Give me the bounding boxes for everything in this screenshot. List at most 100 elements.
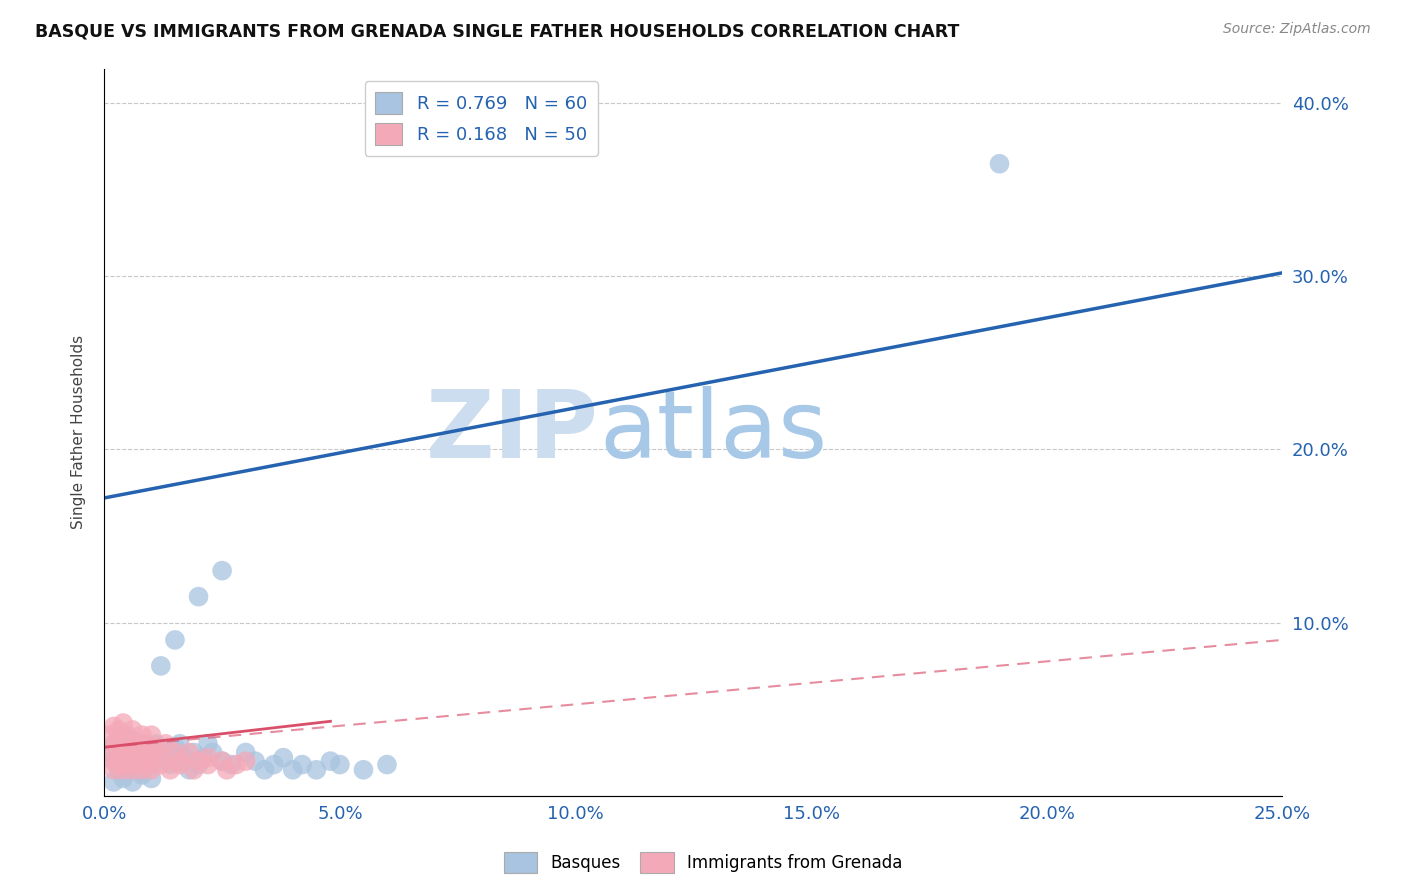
Point bbox=[155, 746, 177, 760]
Point bbox=[135, 750, 157, 764]
Point bbox=[103, 754, 125, 768]
Point bbox=[112, 733, 135, 747]
Point bbox=[305, 763, 328, 777]
Point bbox=[103, 763, 125, 777]
Point bbox=[155, 737, 177, 751]
Point bbox=[319, 754, 342, 768]
Text: Source: ZipAtlas.com: Source: ZipAtlas.com bbox=[1223, 22, 1371, 37]
Point bbox=[197, 737, 219, 751]
Point bbox=[291, 757, 314, 772]
Point bbox=[112, 716, 135, 731]
Point bbox=[215, 763, 238, 777]
Point bbox=[131, 737, 153, 751]
Point bbox=[141, 728, 163, 742]
Point bbox=[329, 757, 352, 772]
Point bbox=[107, 763, 129, 777]
Point bbox=[121, 740, 143, 755]
Point bbox=[117, 754, 139, 768]
Point bbox=[107, 757, 129, 772]
Point bbox=[141, 772, 163, 786]
Point bbox=[141, 746, 163, 760]
Legend: Basques, Immigrants from Grenada: Basques, Immigrants from Grenada bbox=[496, 846, 910, 880]
Point bbox=[112, 728, 135, 742]
Legend: R = 0.769   N = 60, R = 0.168   N = 50: R = 0.769 N = 60, R = 0.168 N = 50 bbox=[364, 81, 598, 156]
Point bbox=[127, 757, 149, 772]
Point bbox=[135, 757, 157, 772]
Point bbox=[177, 746, 200, 760]
Point bbox=[159, 763, 181, 777]
Point bbox=[169, 737, 191, 751]
Point bbox=[281, 763, 304, 777]
Point bbox=[163, 740, 186, 755]
Point bbox=[235, 746, 257, 760]
Point bbox=[225, 757, 247, 772]
Point bbox=[131, 746, 153, 760]
Point bbox=[141, 746, 163, 760]
Point bbox=[183, 746, 205, 760]
Point bbox=[103, 719, 125, 733]
Point bbox=[127, 750, 149, 764]
Point bbox=[121, 723, 143, 737]
Point bbox=[163, 632, 186, 647]
Point bbox=[352, 763, 374, 777]
Point bbox=[173, 750, 195, 764]
Point bbox=[273, 750, 295, 764]
Point bbox=[121, 733, 143, 747]
Point bbox=[187, 754, 209, 768]
Point bbox=[177, 763, 200, 777]
Text: atlas: atlas bbox=[599, 386, 827, 478]
Point bbox=[235, 754, 257, 768]
Point bbox=[112, 750, 135, 764]
Point bbox=[169, 757, 191, 772]
Point bbox=[197, 757, 219, 772]
Point bbox=[201, 746, 224, 760]
Point bbox=[98, 746, 121, 760]
Point bbox=[988, 157, 1011, 171]
Point bbox=[149, 750, 172, 764]
Point bbox=[211, 564, 233, 578]
Text: BASQUE VS IMMIGRANTS FROM GRENADA SINGLE FATHER HOUSEHOLDS CORRELATION CHART: BASQUE VS IMMIGRANTS FROM GRENADA SINGLE… bbox=[35, 22, 959, 40]
Point bbox=[121, 746, 143, 760]
Point bbox=[103, 775, 125, 789]
Point bbox=[131, 763, 153, 777]
Point bbox=[107, 737, 129, 751]
Point bbox=[131, 763, 153, 777]
Point bbox=[187, 757, 209, 772]
Point bbox=[141, 763, 163, 777]
Point bbox=[145, 737, 167, 751]
Point bbox=[107, 740, 129, 755]
Point bbox=[117, 754, 139, 768]
Point bbox=[127, 750, 149, 764]
Point bbox=[221, 757, 243, 772]
Point bbox=[121, 763, 143, 777]
Point bbox=[145, 740, 167, 755]
Point bbox=[131, 728, 153, 742]
Point bbox=[187, 590, 209, 604]
Point bbox=[117, 757, 139, 772]
Point bbox=[149, 659, 172, 673]
Point bbox=[149, 750, 172, 764]
Point bbox=[197, 750, 219, 764]
Point bbox=[103, 754, 125, 768]
Point bbox=[131, 768, 153, 782]
Point bbox=[135, 754, 157, 768]
Point bbox=[127, 757, 149, 772]
Y-axis label: Single Father Households: Single Father Households bbox=[72, 335, 86, 529]
Point bbox=[149, 757, 172, 772]
Point bbox=[103, 737, 125, 751]
Point bbox=[107, 750, 129, 764]
Point bbox=[127, 737, 149, 751]
Point bbox=[107, 757, 129, 772]
Point bbox=[121, 775, 143, 789]
Point bbox=[211, 754, 233, 768]
Text: ZIP: ZIP bbox=[426, 386, 599, 478]
Point bbox=[117, 740, 139, 755]
Point bbox=[375, 757, 398, 772]
Point bbox=[211, 754, 233, 768]
Point bbox=[117, 746, 139, 760]
Point bbox=[141, 757, 163, 772]
Point bbox=[112, 763, 135, 777]
Point bbox=[98, 746, 121, 760]
Point bbox=[193, 750, 215, 764]
Point bbox=[112, 746, 135, 760]
